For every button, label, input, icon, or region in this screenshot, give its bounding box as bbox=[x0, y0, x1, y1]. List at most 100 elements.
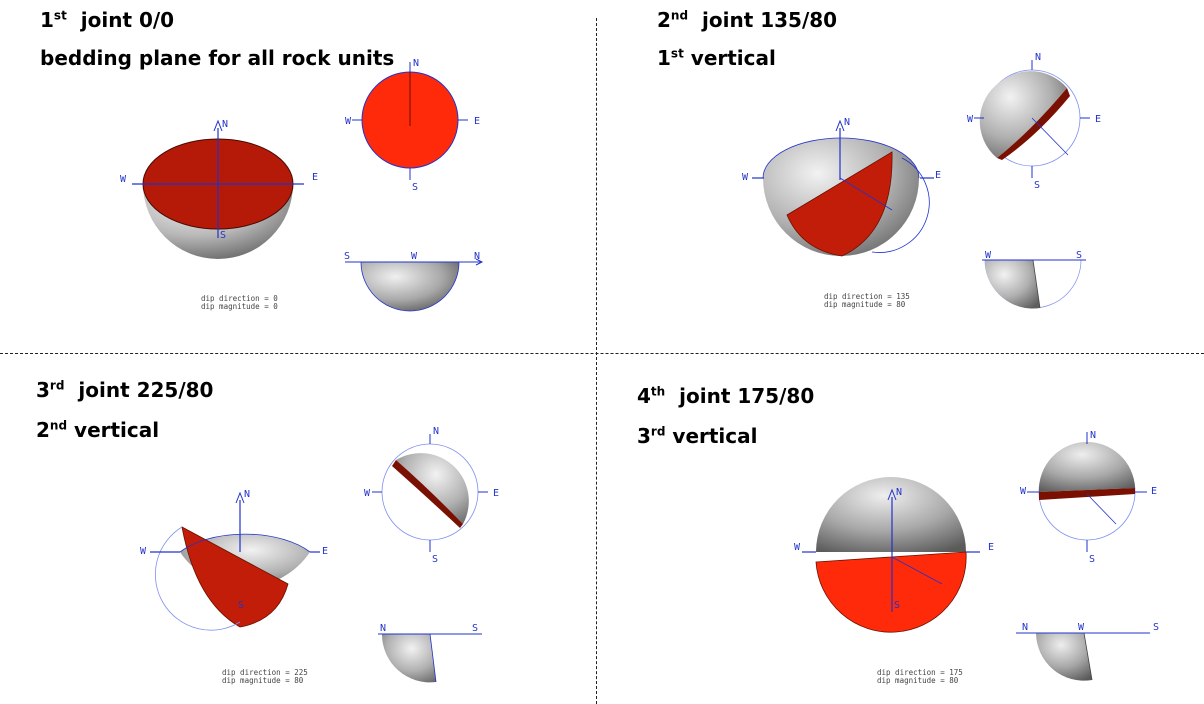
plan-view: N S W E bbox=[364, 426, 499, 565]
section-view: S W N bbox=[344, 251, 484, 312]
dip-magnitude-caption: dip magnitude = 80 bbox=[877, 676, 959, 685]
panel-subtitle: 1st vertical bbox=[657, 46, 776, 70]
plan-view: N S W E bbox=[1020, 430, 1157, 565]
section-label-left: S bbox=[344, 251, 350, 262]
dip-vector bbox=[891, 556, 943, 585]
section-plane-trace bbox=[429, 633, 437, 683]
label-s: S bbox=[238, 600, 244, 611]
plan-label-w: W bbox=[1020, 486, 1027, 497]
north-arrow-icon bbox=[213, 119, 223, 132]
plan-view: N S W E bbox=[967, 52, 1101, 191]
section-shell bbox=[984, 260, 1040, 309]
panel-joint-4: 4th joint 175/80 3rd vertical N S W E bbox=[602, 352, 1204, 704]
plan-label-s: S bbox=[1034, 180, 1040, 191]
plan-label-n: N bbox=[1035, 52, 1041, 63]
section-shell bbox=[1036, 633, 1092, 681]
dip-direction-caption: dip direction = 135 bbox=[824, 292, 910, 301]
label-w: W bbox=[140, 546, 147, 557]
north-arrow-icon bbox=[835, 119, 845, 132]
plan-label-w: W bbox=[345, 116, 352, 127]
hemisphere-upper bbox=[816, 477, 966, 552]
panel-title: 1st joint 0/0 bbox=[40, 8, 175, 32]
section-label-right: N bbox=[474, 251, 480, 262]
hemisphere-3d: N W E bbox=[742, 117, 941, 257]
stereonet-figure: N S W E N S W E N W S dip directio bbox=[794, 430, 1159, 685]
section-label-left: N bbox=[1022, 622, 1028, 633]
panel-title: 3rd joint 225/80 bbox=[36, 378, 214, 402]
label-n: N bbox=[844, 117, 850, 128]
hemisphere-3d: N S W E bbox=[794, 477, 994, 633]
dip-direction-caption: dip direction = 0 bbox=[201, 294, 278, 303]
label-n: N bbox=[222, 119, 228, 130]
plan-label-e: E bbox=[1151, 486, 1157, 497]
plan-label-w: W bbox=[967, 114, 974, 125]
label-w: W bbox=[794, 542, 801, 553]
section-view: N S bbox=[378, 623, 482, 683]
panel-joint-1: 1st joint 0/0 bedding plane for all rock… bbox=[0, 0, 602, 352]
plan-label-n: N bbox=[413, 58, 419, 69]
stereonet-figure: N S W E N S W E N S dip direction = 225 … bbox=[140, 426, 499, 685]
section-label-right: S bbox=[472, 623, 478, 634]
plan-shell bbox=[396, 453, 469, 524]
label-w: W bbox=[120, 174, 127, 185]
stereonet-figure: N W E N S W E W S dip direction = 135 bbox=[742, 52, 1101, 309]
joint-plane bbox=[815, 551, 967, 633]
plan-plane-edge bbox=[997, 88, 1070, 160]
label-e: E bbox=[322, 546, 328, 557]
section-plane-trace bbox=[1083, 632, 1093, 681]
dip-arc bbox=[155, 526, 241, 631]
dip-vector bbox=[839, 177, 893, 211]
joint-plane bbox=[786, 151, 893, 257]
dip-magnitude-caption: dip magnitude = 80 bbox=[222, 676, 304, 685]
section-arrow-icon bbox=[475, 258, 484, 266]
hemisphere-3d: N S W E bbox=[120, 119, 318, 259]
plan-shell bbox=[979, 71, 1067, 158]
plan-label-w: W bbox=[364, 488, 371, 499]
section-view: W S bbox=[982, 250, 1086, 309]
section-shell bbox=[360, 261, 460, 312]
plan-label-s: S bbox=[432, 554, 438, 565]
label-n: N bbox=[896, 487, 902, 498]
panel-title: 2nd joint 135/80 bbox=[657, 8, 838, 32]
panel-subtitle: 2nd vertical bbox=[36, 418, 160, 442]
plan-shell bbox=[1038, 441, 1135, 492]
label-w: W bbox=[742, 172, 749, 183]
section-label-left: N bbox=[380, 623, 386, 634]
plan-label-e: E bbox=[474, 116, 480, 127]
dip-direction-caption: dip direction = 225 bbox=[222, 668, 308, 677]
panel-subtitle: bedding plane for all rock units bbox=[40, 46, 395, 70]
plan-label-e: E bbox=[1095, 114, 1101, 125]
section-label-right: S bbox=[1076, 250, 1082, 261]
horizontal-divider bbox=[0, 353, 1204, 354]
label-e: E bbox=[312, 172, 318, 183]
plan-label-s: S bbox=[412, 182, 418, 193]
label-e: E bbox=[935, 170, 941, 181]
label-n: N bbox=[244, 489, 250, 500]
section-shell bbox=[381, 634, 436, 683]
dip-magnitude-caption: dip magnitude = 80 bbox=[824, 300, 906, 309]
equator-rim bbox=[762, 137, 920, 179]
joint-plane bbox=[181, 526, 289, 628]
label-s: S bbox=[894, 600, 900, 611]
panel-joint-3: 3rd joint 225/80 2nd vertical N S W E bbox=[0, 352, 602, 704]
dip-arc bbox=[871, 157, 930, 253]
plan-label-n: N bbox=[433, 426, 439, 437]
dip-magnitude-caption: dip magnitude = 0 bbox=[201, 302, 278, 311]
panel-joint-2: 2nd joint 135/80 1st vertical N W E bbox=[602, 0, 1204, 352]
north-arrow-icon bbox=[235, 491, 245, 504]
dip-direction-caption: dip direction = 175 bbox=[877, 668, 963, 677]
plan-label-n: N bbox=[1090, 430, 1096, 441]
plan-view: N S W E bbox=[345, 58, 480, 193]
plan-plane-edge bbox=[392, 460, 463, 528]
section-label-left: W bbox=[985, 250, 992, 261]
label-s: S bbox=[220, 230, 226, 241]
section-label-right: S bbox=[1153, 622, 1159, 633]
stereonet-figure: N S W E N S W E S W N dip direction = bbox=[120, 58, 484, 312]
vertical-divider bbox=[596, 18, 597, 704]
hemisphere-3d: N S W E bbox=[140, 489, 328, 631]
panel-title: 4th joint 175/80 bbox=[637, 384, 815, 408]
section-view: N W S bbox=[1016, 622, 1159, 681]
section-plane-trace bbox=[1032, 259, 1041, 309]
panel-subtitle: 3rd vertical bbox=[637, 424, 758, 448]
plan-dip-line bbox=[1086, 493, 1117, 525]
